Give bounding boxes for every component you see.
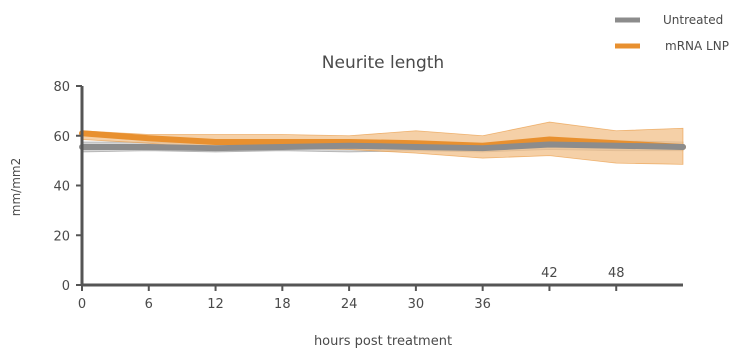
x-tick-label: 30 xyxy=(408,297,425,312)
x-tick-label: 48 xyxy=(608,266,625,281)
line-untreated xyxy=(79,141,686,152)
y-axis-label: mm/mm2 xyxy=(9,158,23,216)
legend-label-untreated: Untreated xyxy=(663,13,723,27)
x-tick-label: 24 xyxy=(341,297,358,312)
x-tick-label: 36 xyxy=(474,297,491,312)
line-mrna-lnp xyxy=(79,130,686,150)
x-axis-label: hours post treatment xyxy=(314,334,452,348)
x-axis: 0 6 12 18 24 30 36 42 48 xyxy=(78,266,683,312)
y-tick-label: 60 xyxy=(53,130,70,145)
chart-title: Neurite length xyxy=(322,53,444,73)
x-tick-label: 12 xyxy=(207,297,224,312)
x-tick-label: 18 xyxy=(274,297,291,312)
legend-label-mrna-lnp: mRNA LNP xyxy=(665,39,729,53)
y-tick-label: 20 xyxy=(53,229,70,244)
plot-lines xyxy=(79,130,686,152)
x-tick-label: 42 xyxy=(541,266,558,281)
y-axis: 0 20 40 60 80 xyxy=(53,80,84,294)
x-tick-label: 6 xyxy=(145,297,153,312)
legend: Untreated mRNA LNP xyxy=(615,13,729,53)
y-tick-label: 0 xyxy=(62,279,70,294)
y-tick-label: 40 xyxy=(53,180,70,195)
y-tick-label: 80 xyxy=(53,80,70,95)
x-tick-label: 0 xyxy=(78,297,86,312)
